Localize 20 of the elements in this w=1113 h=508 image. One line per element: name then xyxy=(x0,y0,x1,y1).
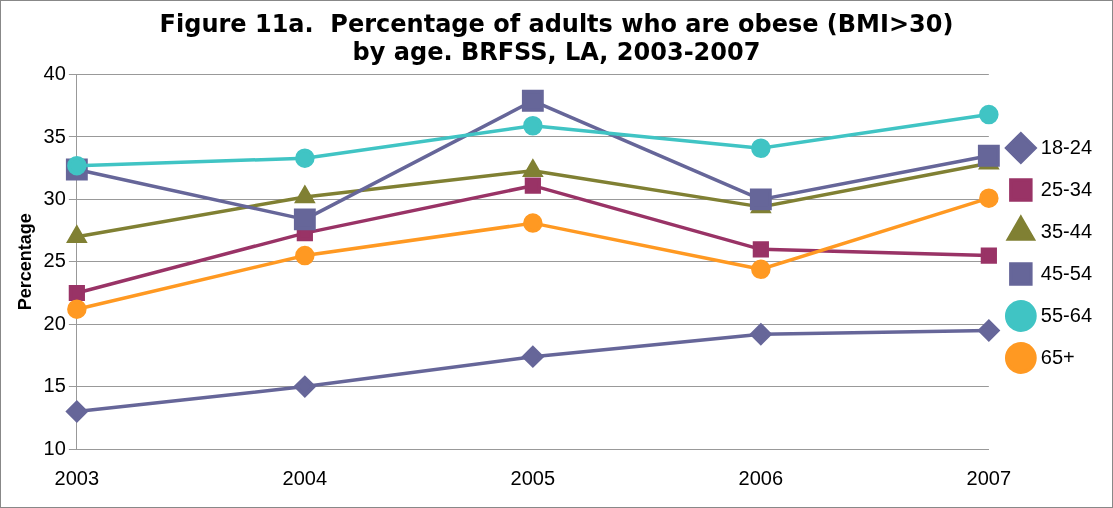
x-tick-label: 2006 xyxy=(738,466,784,489)
legend-label: 18-24 xyxy=(1040,135,1092,158)
y-tick-label: 30 xyxy=(43,186,66,209)
y-axis-title: Percentage xyxy=(14,213,35,311)
y-tick-label: 10 xyxy=(43,436,66,459)
y-tick-label: 20 xyxy=(43,311,66,334)
x-tick-label: 2004 xyxy=(282,466,328,489)
y-tick-label: 40 xyxy=(43,62,66,85)
legend-label: 45-54 xyxy=(1040,261,1092,284)
legend-label: 55-64 xyxy=(1040,303,1092,326)
y-tick-label: 25 xyxy=(43,249,66,272)
x-tick-label: 2003 xyxy=(54,466,100,489)
y-tick-label: 35 xyxy=(43,124,66,147)
legend-label: 65+ xyxy=(1040,345,1075,368)
y-tick-label: 15 xyxy=(43,374,66,397)
legend-label: 35-44 xyxy=(1040,219,1092,242)
chart-title: Figure 11a. Percentage of adults who are obese (BMI>30) by age. BRFSS, LA, 2003-2007 xyxy=(159,9,954,67)
x-tick-label: 2005 xyxy=(510,466,556,489)
legend-label: 25-34 xyxy=(1040,177,1092,200)
x-tick-label: 2007 xyxy=(966,466,1012,489)
